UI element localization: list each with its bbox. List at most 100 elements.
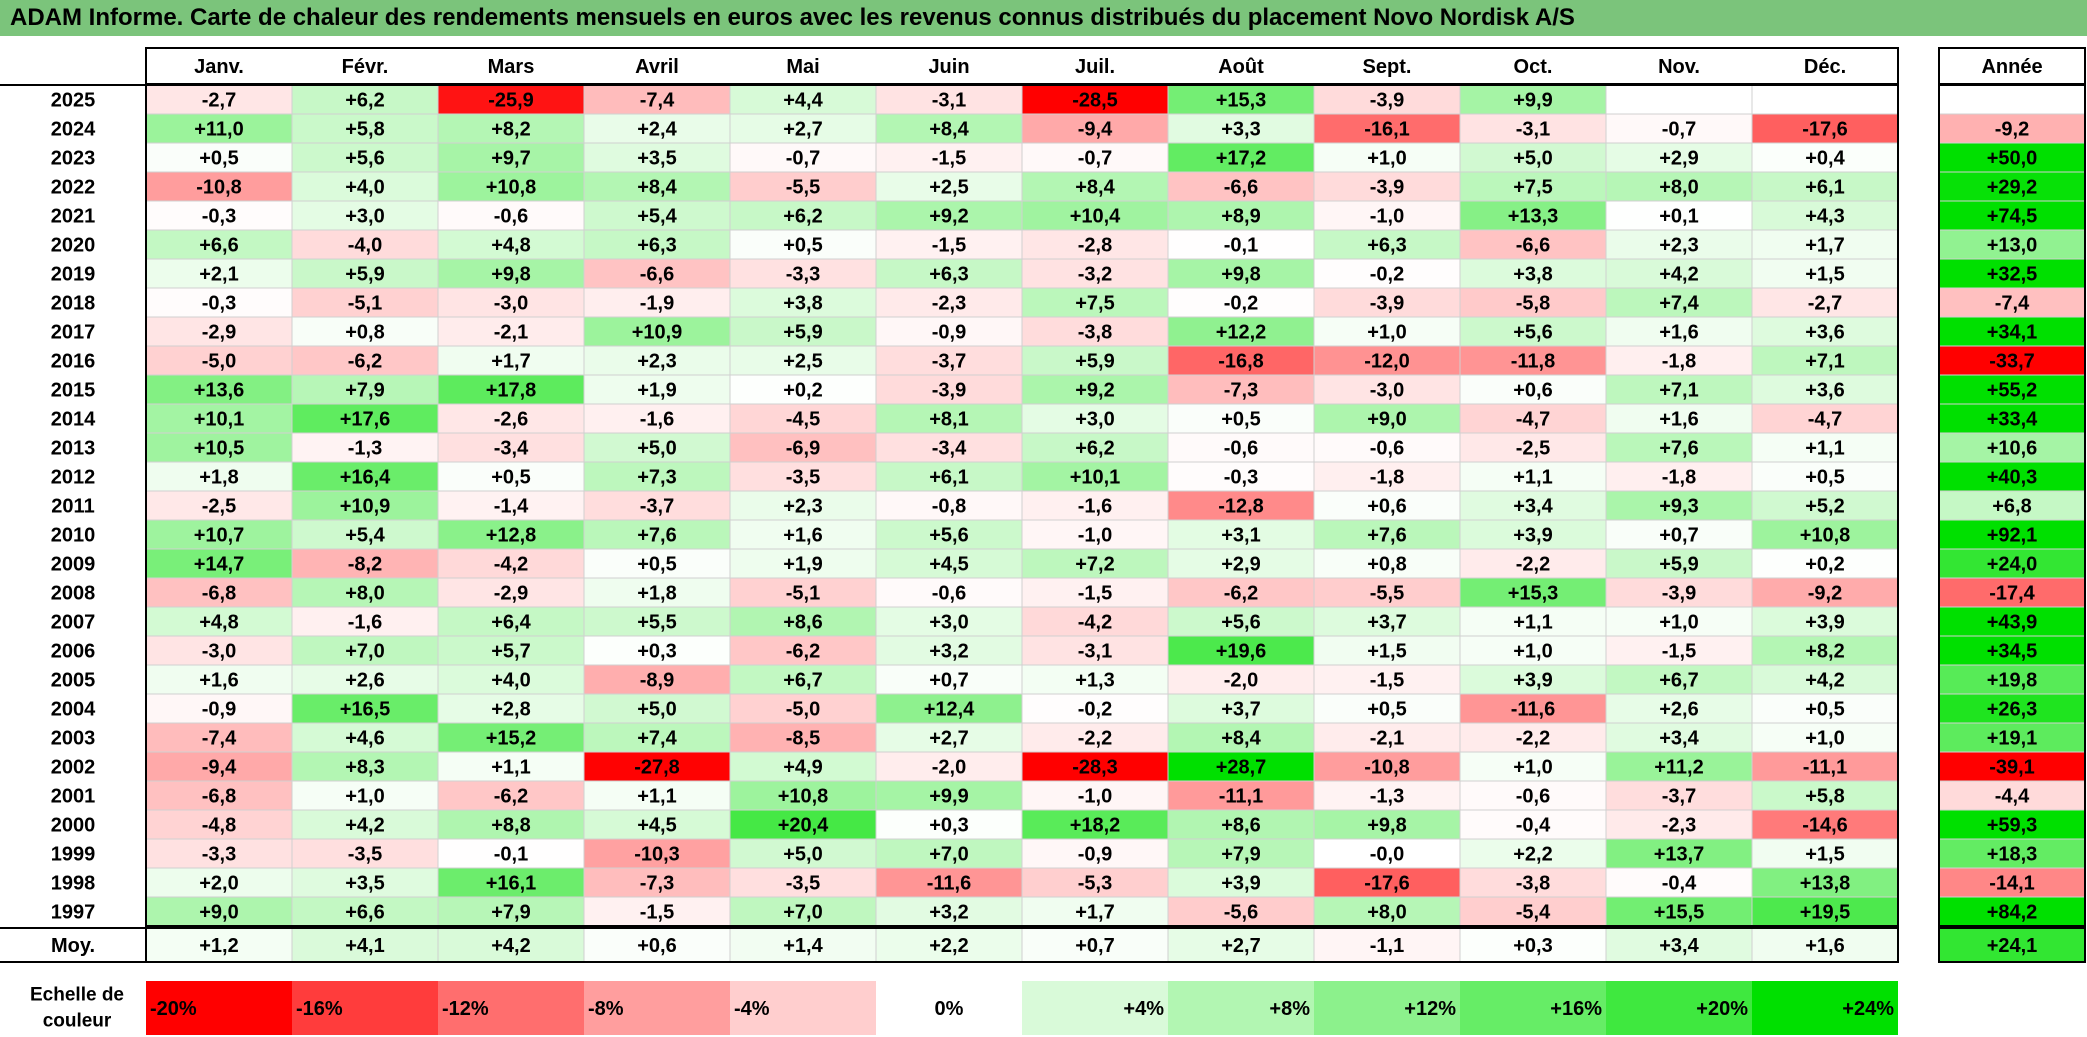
cell-value: +1,0 <box>1513 757 1552 779</box>
average-value: +4,2 <box>491 935 530 957</box>
heatmap-cell <box>583 287 731 318</box>
annual-cell <box>1938 490 2086 521</box>
heatmap-cell <box>1313 867 1461 898</box>
heatmap-cell <box>1605 577 1753 608</box>
heatmap-cell <box>583 548 731 579</box>
month-header-11: Nov. <box>1658 56 1700 78</box>
scale-value: -12% <box>442 998 489 1020</box>
heatmap-cell <box>1021 780 1169 811</box>
heatmap-cell <box>1167 664 1315 695</box>
cell-value: +6,1 <box>1805 177 1844 199</box>
heatmap-cell <box>1751 461 1899 492</box>
cell-value: -2,1 <box>1370 728 1404 750</box>
heatmap-cell <box>291 751 439 782</box>
cell-value: -11,6 <box>1511 699 1555 721</box>
cell-value: +1,0 <box>1513 641 1552 663</box>
heatmap-cell <box>1751 490 1899 521</box>
heatmap-cell <box>1167 345 1315 376</box>
cell-value: -1,5 <box>932 235 966 257</box>
average-value: +1,4 <box>783 935 823 957</box>
annual-value: +19,1 <box>1987 728 2038 750</box>
heatmap-cell <box>1167 461 1315 492</box>
cell-value: -27,8 <box>634 757 680 779</box>
heatmap-cell <box>145 490 293 521</box>
cell-value: -1,9 <box>640 293 674 315</box>
heatmap-cell <box>875 403 1023 434</box>
cell-value: -5,3 <box>1078 873 1112 895</box>
cell-value: +9,9 <box>929 786 968 808</box>
cell-value: +0,2 <box>783 380 822 402</box>
cell-value: -1,8 <box>1662 351 1696 373</box>
year-label: 1999 <box>51 844 96 866</box>
annual-value: -14,1 <box>1989 873 2035 895</box>
heatmap-cell <box>583 577 731 608</box>
cell-value: -3,4 <box>494 438 529 460</box>
heatmap-cell <box>1021 490 1169 521</box>
heatmap-cell <box>437 171 585 202</box>
annual-value: +18,3 <box>1987 844 2038 866</box>
heatmap-cell <box>1167 635 1315 666</box>
heatmap-cell <box>583 345 731 376</box>
cell-value: +18,2 <box>1070 815 1121 837</box>
heatmap-cell <box>1459 171 1607 202</box>
annual-cell <box>1938 200 2086 231</box>
scale-swatch <box>1606 981 1752 1035</box>
heatmap-cell <box>1167 896 1315 927</box>
heatmap-cell <box>437 113 585 144</box>
cell-value: +1,1 <box>1513 467 1552 489</box>
cell-value: +6,2 <box>1075 438 1114 460</box>
heatmap-cell <box>1313 606 1461 637</box>
heatmap-cell <box>1751 780 1899 811</box>
heatmap-cell <box>1021 113 1169 144</box>
heatmap-cell <box>1751 751 1899 782</box>
cell-value: -0,9 <box>202 699 236 721</box>
cell-value: +1,6 <box>199 670 238 692</box>
cell-value: +0,5 <box>1805 467 1844 489</box>
annual-header: Année <box>1981 56 2042 78</box>
heatmap-cell <box>1313 345 1461 376</box>
heatmap-cell <box>1167 287 1315 318</box>
heatmap-cell <box>1605 693 1753 724</box>
heatmap-cell <box>875 577 1023 608</box>
heatmap-cell <box>1459 751 1607 782</box>
cell-value: +9,0 <box>1367 409 1406 431</box>
cell-value: -1,6 <box>640 409 674 431</box>
cell-value: -3,2 <box>1078 264 1112 286</box>
cell-value: -4,5 <box>786 409 820 431</box>
cell-value: +28,7 <box>1216 757 1267 779</box>
cell-value: +1,1 <box>1805 438 1844 460</box>
scale-value: +24% <box>1842 998 1894 1020</box>
heatmap-cell <box>1021 606 1169 637</box>
cell-value: -1,6 <box>1078 496 1112 518</box>
cell-value: +4,3 <box>1805 206 1844 228</box>
heatmap-cell <box>1459 490 1607 521</box>
cell-value: -0,8 <box>932 496 966 518</box>
cell-value: +3,0 <box>345 206 384 228</box>
heatmap-cell <box>1751 258 1899 289</box>
cell-value: +0,5 <box>1367 699 1406 721</box>
cell-value: +1,5 <box>1805 264 1844 286</box>
cell-value: -4,2 <box>1078 612 1112 634</box>
cell-value: +3,9 <box>1221 873 1260 895</box>
cell-value: +4,6 <box>345 728 384 750</box>
cell-value: -3,8 <box>1078 322 1112 344</box>
heatmap-cell <box>729 867 877 898</box>
cell-value: -1,8 <box>1370 467 1404 489</box>
cell-value: -4,0 <box>348 235 382 257</box>
scale-swatch <box>438 981 584 1035</box>
cell-value: +8,9 <box>1221 206 1260 228</box>
cell-value: +7,4 <box>637 728 677 750</box>
cell-value: +4,9 <box>783 757 822 779</box>
cell-value: +4,2 <box>1805 670 1844 692</box>
cell-value: +3,9 <box>1513 525 1552 547</box>
heatmap-cell <box>729 722 877 753</box>
heatmap-cell <box>1313 374 1461 405</box>
heatmap-cell <box>1459 84 1607 115</box>
cell-value: +4,8 <box>199 612 238 634</box>
cell-value: -6,6 <box>1224 177 1258 199</box>
annual-value: -9,2 <box>1995 119 2029 141</box>
heatmap-cell <box>1459 606 1607 637</box>
heatmap-cell <box>729 84 877 115</box>
year-label: 2008 <box>51 583 96 605</box>
